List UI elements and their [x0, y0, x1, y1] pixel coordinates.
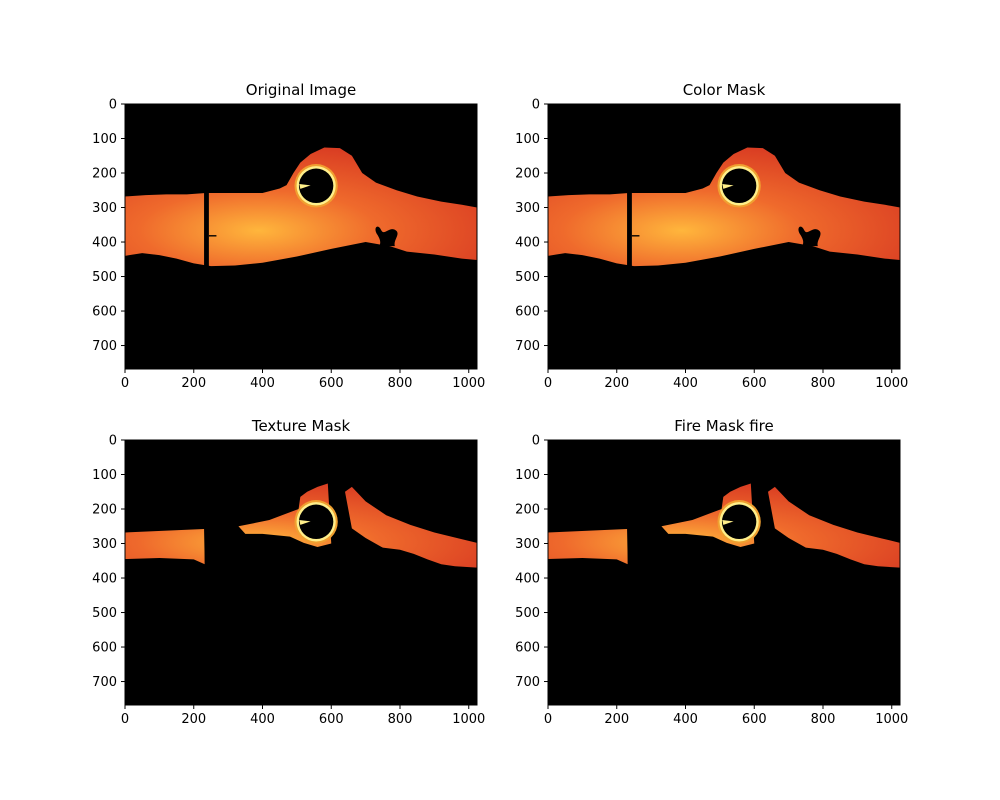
image-content [125, 483, 477, 568]
y-tick-label: 0 [532, 98, 540, 113]
panel-title: Original Image [246, 81, 356, 99]
x-tick-label: 1000 [452, 712, 485, 727]
y-tick-label: 500 [515, 606, 540, 621]
y-tick-label: 200 [92, 503, 117, 518]
x-tick-label: 200 [604, 712, 629, 727]
y-tick-label: 600 [92, 305, 117, 320]
image-content [125, 147, 477, 267]
sun-center [298, 504, 334, 540]
y-tick-label: 600 [92, 641, 117, 656]
x-tick-label: 600 [742, 712, 767, 727]
panel-4: Fire Mask fire 0 200 400 600 800 1000 0 100 200 30… [515, 417, 908, 727]
x-tick-label: 800 [811, 376, 836, 391]
panel-3: Texture Mask 0 200 400 600 800 1000 0 100 200 300 4… [92, 417, 485, 727]
pole-branch [631, 235, 640, 237]
sun-notch [299, 520, 311, 525]
panel-1: Original Image 0 200 400 600 800 1000 0 100 200 30… [92, 81, 485, 391]
x-tick-label: 200 [181, 376, 206, 391]
image-background [125, 440, 477, 705]
y-tick-label: 500 [92, 270, 117, 285]
pole-silhouette [204, 191, 209, 267]
panel-title: Texture Mask [251, 417, 351, 435]
y-tick-label: 700 [515, 675, 540, 690]
y-tick-label: 100 [515, 132, 540, 147]
sun-notch [299, 184, 311, 189]
panel-title: Fire Mask fire [674, 417, 773, 435]
y-tick-label: 700 [515, 339, 540, 354]
image-background [548, 440, 900, 705]
y-tick-label: 700 [92, 339, 117, 354]
x-tick-label: 0 [544, 376, 552, 391]
x-tick-label: 800 [388, 376, 413, 391]
panel-2: Color Mask 0 200 400 600 800 1000 0 100 200 300 400… [515, 81, 908, 391]
x-tick-label: 1000 [452, 376, 485, 391]
bush-silhouette [375, 226, 398, 247]
y-tick-label: 300 [92, 537, 117, 552]
y-tick-label: 400 [515, 572, 540, 587]
x-tick-label: 400 [250, 712, 275, 727]
x-tick-label: 400 [673, 376, 698, 391]
y-tick-label: 200 [92, 167, 117, 182]
axes-frame [547, 439, 901, 706]
y-tick-label: 600 [515, 305, 540, 320]
y-tick-label: 400 [92, 572, 117, 587]
masked-gap [627, 526, 662, 568]
axes-frame [124, 439, 478, 706]
y-tick-label: 200 [515, 503, 540, 518]
y-tick-label: 0 [109, 98, 117, 113]
y-tick-label: 600 [515, 641, 540, 656]
y-tick-label: 300 [515, 201, 540, 216]
sun-center [298, 168, 334, 204]
bush-silhouette [798, 226, 821, 247]
x-tick-label: 0 [544, 712, 552, 727]
axes-frame [547, 103, 901, 370]
pole-branch [208, 235, 217, 237]
masked-gap [204, 526, 239, 568]
y-tick-label: 0 [109, 434, 117, 449]
sun-center [721, 168, 757, 204]
sun-center [721, 504, 757, 540]
x-tick-label: 600 [319, 712, 344, 727]
y-tick-label: 400 [515, 236, 540, 251]
pole-silhouette [627, 191, 632, 267]
axes-frame [124, 103, 478, 370]
image-content [548, 147, 900, 267]
x-tick-label: 600 [319, 376, 344, 391]
y-tick-label: 300 [515, 537, 540, 552]
x-tick-label: 0 [121, 712, 129, 727]
x-tick-label: 200 [604, 376, 629, 391]
sun-notch [722, 520, 734, 525]
x-tick-label: 0 [121, 376, 129, 391]
y-tick-label: 100 [515, 468, 540, 483]
y-tick-label: 200 [515, 167, 540, 182]
y-tick-label: 400 [92, 236, 117, 251]
x-tick-label: 800 [388, 712, 413, 727]
x-tick-label: 800 [811, 712, 836, 727]
y-tick-label: 100 [92, 132, 117, 147]
x-tick-label: 400 [673, 712, 698, 727]
y-tick-label: 0 [532, 434, 540, 449]
y-tick-label: 500 [515, 270, 540, 285]
y-tick-label: 700 [92, 675, 117, 690]
image-content [548, 483, 900, 568]
y-tick-label: 300 [92, 201, 117, 216]
panel-title: Color Mask [683, 81, 766, 99]
y-tick-label: 100 [92, 468, 117, 483]
sun-notch [722, 184, 734, 189]
x-tick-label: 1000 [875, 712, 908, 727]
x-tick-label: 200 [181, 712, 206, 727]
y-tick-label: 500 [92, 606, 117, 621]
x-tick-label: 600 [742, 376, 767, 391]
x-tick-label: 400 [250, 376, 275, 391]
x-tick-label: 1000 [875, 376, 908, 391]
